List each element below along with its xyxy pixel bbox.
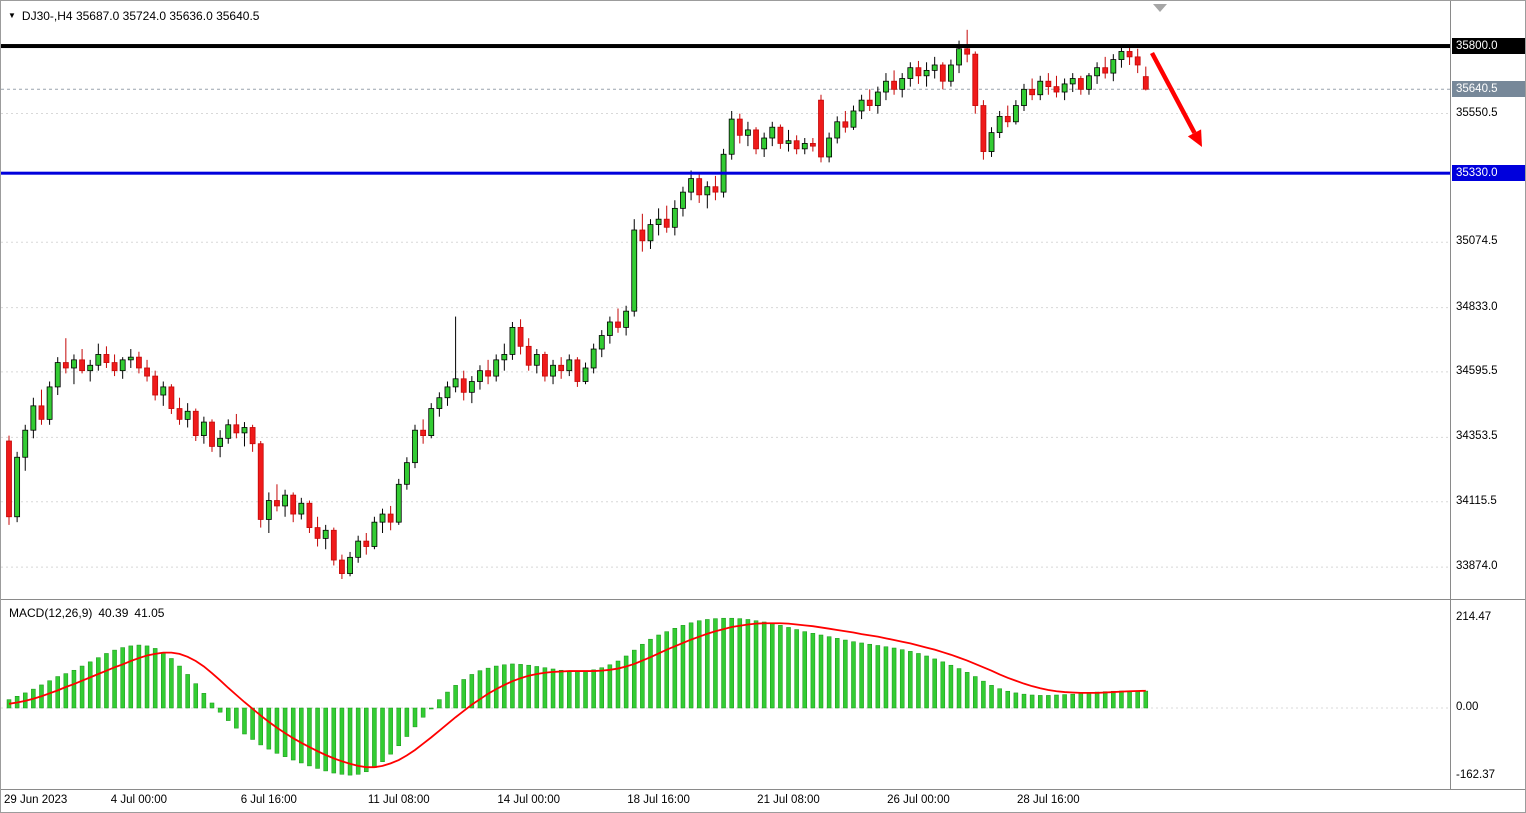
axis-tick-label: -162.37 <box>1456 769 1496 782</box>
axis-tick-label: 214.47 <box>1456 611 1492 623</box>
macd-layer <box>1 617 1450 776</box>
level-lines-layer <box>1 44 1450 175</box>
axis-tick-label: 34115.5 <box>1456 494 1497 507</box>
time-tick-label: 29 Jun 2023 <box>4 794 68 806</box>
price-label-resistance: 35800.0 <box>1452 38 1525 55</box>
axis-tick-label: 34833.0 <box>1456 300 1498 313</box>
symbol-ohlc-text: DJ30-,H4 35687.0 35724.0 35636.0 35640.5 <box>21 9 260 23</box>
macd-signal-value: 41.05 <box>134 606 165 620</box>
price-label-current: 35640.5 <box>1452 81 1525 98</box>
trend-arrow-annotation[interactable] <box>1150 51 1202 147</box>
macd-name: MACD(12,26,9) <box>9 606 93 620</box>
time-tick-label: 11 Jul 08:00 <box>367 794 430 806</box>
arrow-shaft <box>1150 51 1197 134</box>
axis-tick-label: 33874.0 <box>1456 560 1498 573</box>
arrow-head-icon <box>1187 129 1202 147</box>
price-axis[interactable]: 35550.5 35074.5 34833.0 34595.5 34353.5 34115… <box>1451 1 1525 790</box>
axis-tick-label: 35550.5 <box>1456 106 1498 119</box>
scroll-to-end-icon[interactable] <box>1153 4 1167 12</box>
grid-layer <box>1 88 1450 568</box>
time-tick-label: 28 Jul 16:00 <box>1017 794 1080 806</box>
axis-tick-label: 35074.5 <box>1456 235 1498 248</box>
symbol-dropdown-icon[interactable]: ▼ <box>8 11 16 20</box>
time-tick-label: 14 Jul 00:00 <box>497 794 560 806</box>
time-tick-label: 21 Jul 08:00 <box>757 794 820 806</box>
time-tick-label: 4 Jul 00:00 <box>110 794 168 806</box>
axis-tick-label: 34353.5 <box>1456 430 1498 443</box>
macd-indicator-label: MACD(12,26,9) 40.39 41.05 <box>9 606 164 620</box>
candles-layer <box>6 29 1149 579</box>
time-tick-label: 18 Jul 16:00 <box>627 794 690 806</box>
macd-value: 40.39 <box>98 606 129 620</box>
time-tick-label: 26 Jul 00:00 <box>887 794 950 806</box>
axis-tick-label: 34595.5 <box>1456 364 1498 377</box>
axis-tick-label: 0.00 <box>1456 701 1479 713</box>
chrome-layer <box>1 1 1525 790</box>
time-tick-label: 6 Jul 16:00 <box>240 794 297 806</box>
time-axis[interactable]: 29 Jun 2023 4 Jul 00:00 6 Jul 16:00 11 Jul … <box>1 790 1525 812</box>
symbol-header: ▼ DJ30-,H4 35687.0 35724.0 35636.0 35640… <box>8 9 259 23</box>
price-label-support: 35330.0 <box>1452 165 1525 182</box>
